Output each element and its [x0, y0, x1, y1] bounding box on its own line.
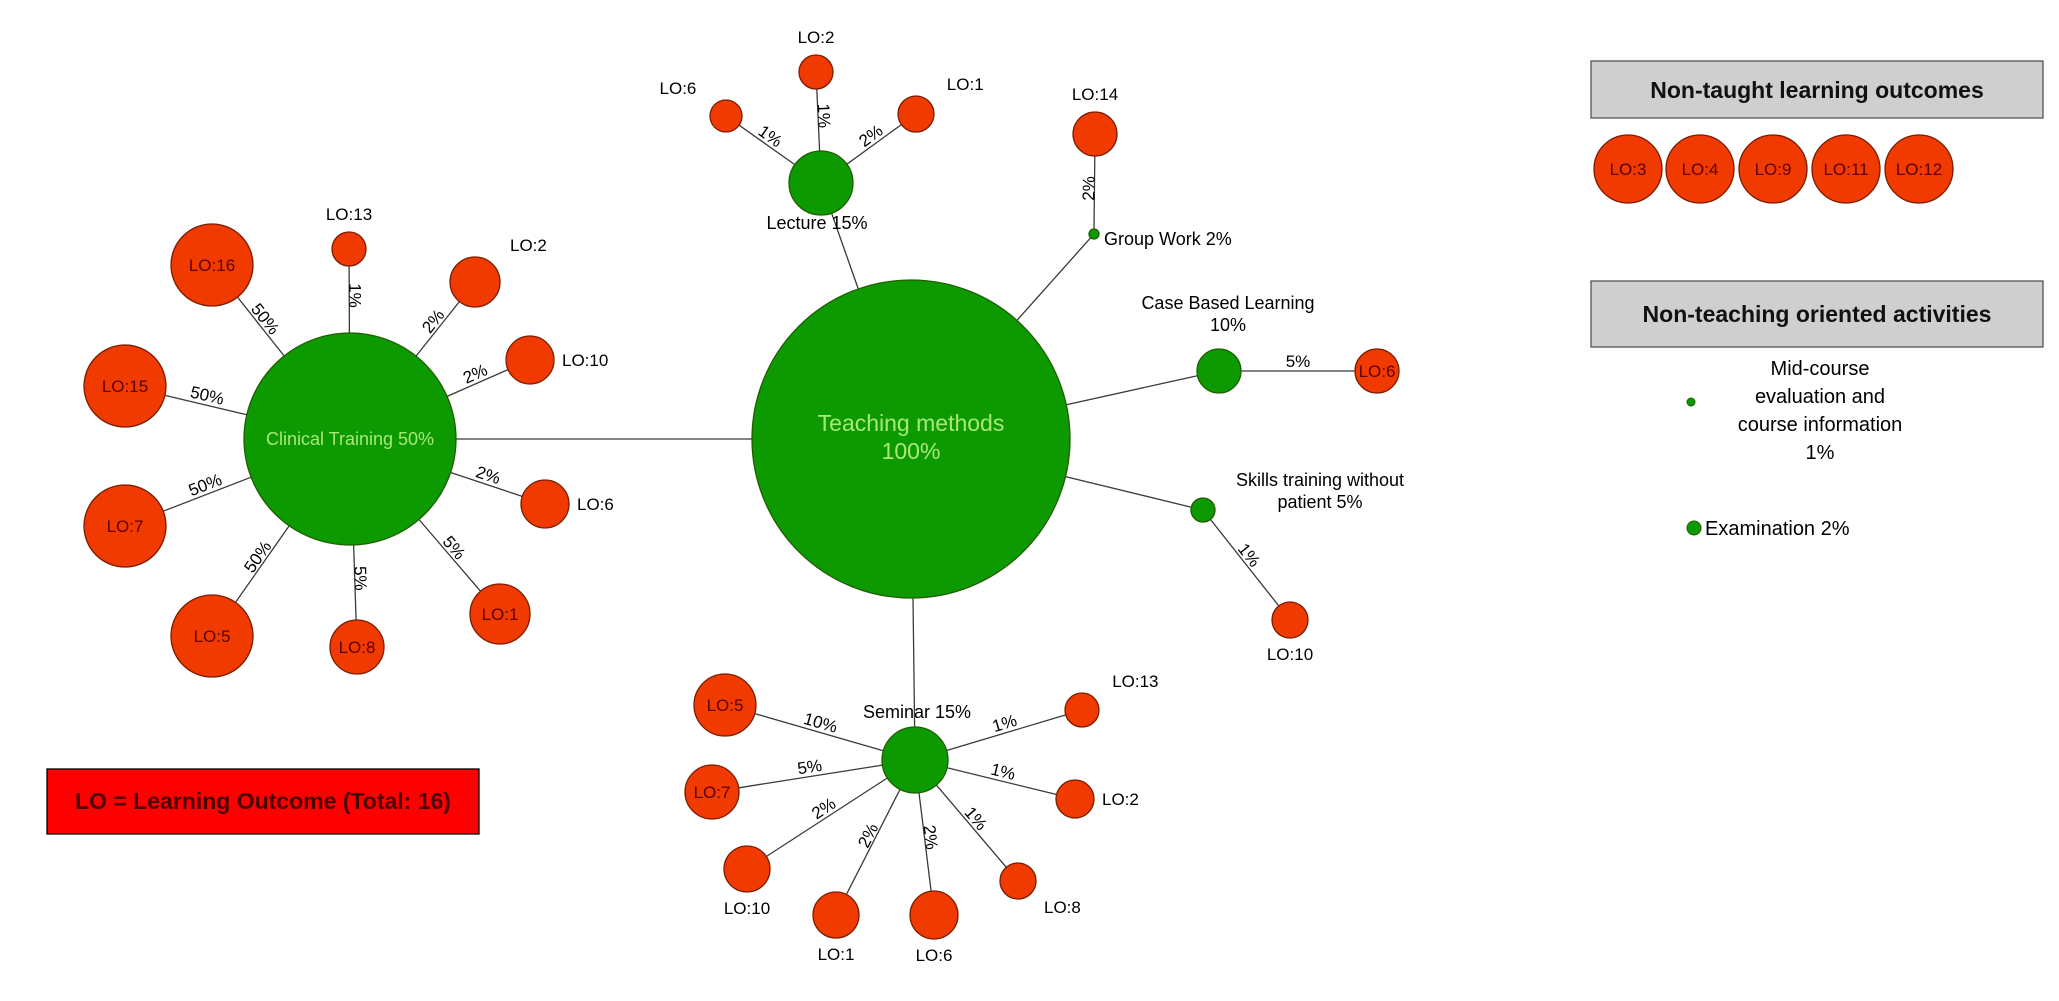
svg-text:LO:5: LO:5 — [707, 696, 744, 715]
svg-text:LO:7: LO:7 — [694, 783, 731, 802]
svg-text:5%: 5% — [1286, 352, 1311, 371]
svg-text:LO:4: LO:4 — [1682, 160, 1719, 179]
svg-text:LO:1: LO:1 — [947, 75, 984, 94]
svg-text:LO:2: LO:2 — [510, 236, 547, 255]
svg-text:Clinical Training 50%: Clinical Training 50% — [266, 429, 434, 449]
svg-text:Case Based Learning: Case Based Learning — [1141, 293, 1314, 313]
svg-text:1%: 1% — [1806, 442, 1835, 464]
svg-text:LO:6: LO:6 — [916, 946, 953, 965]
svg-text:LO:6: LO:6 — [1359, 362, 1396, 381]
svg-text:LO:14: LO:14 — [1072, 85, 1118, 104]
svg-text:LO:16: LO:16 — [189, 256, 235, 275]
svg-text:100%: 100% — [882, 438, 941, 464]
svg-text:LO = Learning Outcome (Total:: LO = Learning Outcome (Total: 16) — [75, 788, 451, 814]
svg-text:LO:3: LO:3 — [1610, 160, 1647, 179]
svg-text:patient 5%: patient 5% — [1277, 492, 1362, 512]
svg-text:Mid-course: Mid-course — [1771, 358, 1870, 380]
svg-text:1%: 1% — [814, 103, 834, 128]
svg-text:Examination 2%: Examination 2% — [1705, 518, 1850, 540]
svg-text:LO:2: LO:2 — [1102, 790, 1139, 809]
svg-text:LO:10: LO:10 — [562, 351, 608, 370]
svg-text:LO:8: LO:8 — [1044, 898, 1081, 917]
svg-text:5%: 5% — [350, 566, 370, 591]
svg-text:LO:1: LO:1 — [482, 605, 519, 624]
svg-text:Group Work 2%: Group Work 2% — [1104, 229, 1232, 249]
svg-text:LO:1: LO:1 — [818, 945, 855, 964]
svg-text:LO:7: LO:7 — [107, 517, 144, 536]
svg-text:LO:15: LO:15 — [102, 377, 148, 396]
svg-text:2%: 2% — [1079, 176, 1098, 201]
svg-text:LO:11: LO:11 — [1823, 160, 1868, 179]
svg-text:LO:13: LO:13 — [1112, 672, 1158, 691]
svg-text:LO:2: LO:2 — [798, 28, 835, 47]
svg-text:LO:6: LO:6 — [660, 79, 697, 98]
svg-text:10%: 10% — [1210, 315, 1246, 335]
svg-text:LO:6: LO:6 — [577, 495, 614, 514]
svg-text:Non-teaching oriented activiti: Non-teaching oriented activities — [1643, 301, 1992, 327]
svg-text:LO:5: LO:5 — [194, 627, 231, 646]
svg-text:Teaching methods: Teaching methods — [818, 410, 1005, 436]
svg-text:LO:9: LO:9 — [1755, 160, 1792, 179]
svg-text:5%: 5% — [796, 756, 823, 779]
svg-text:1%: 1% — [345, 283, 364, 308]
svg-text:LO:12: LO:12 — [1896, 160, 1942, 179]
svg-text:Skills training without: Skills training without — [1236, 470, 1404, 490]
svg-text:LO:10: LO:10 — [1267, 645, 1313, 664]
svg-text:Seminar 15%: Seminar 15% — [863, 702, 971, 722]
svg-text:LO:13: LO:13 — [326, 205, 372, 224]
svg-text:2%: 2% — [920, 824, 942, 851]
svg-text:Non-taught learning outcomes: Non-taught learning outcomes — [1650, 77, 1984, 103]
svg-text:Lecture 15%: Lecture 15% — [766, 213, 867, 233]
svg-text:LO:8: LO:8 — [339, 638, 376, 657]
svg-text:LO:10: LO:10 — [724, 899, 770, 918]
svg-text:course information: course information — [1738, 414, 1903, 436]
svg-text:evaluation and: evaluation and — [1755, 386, 1885, 408]
